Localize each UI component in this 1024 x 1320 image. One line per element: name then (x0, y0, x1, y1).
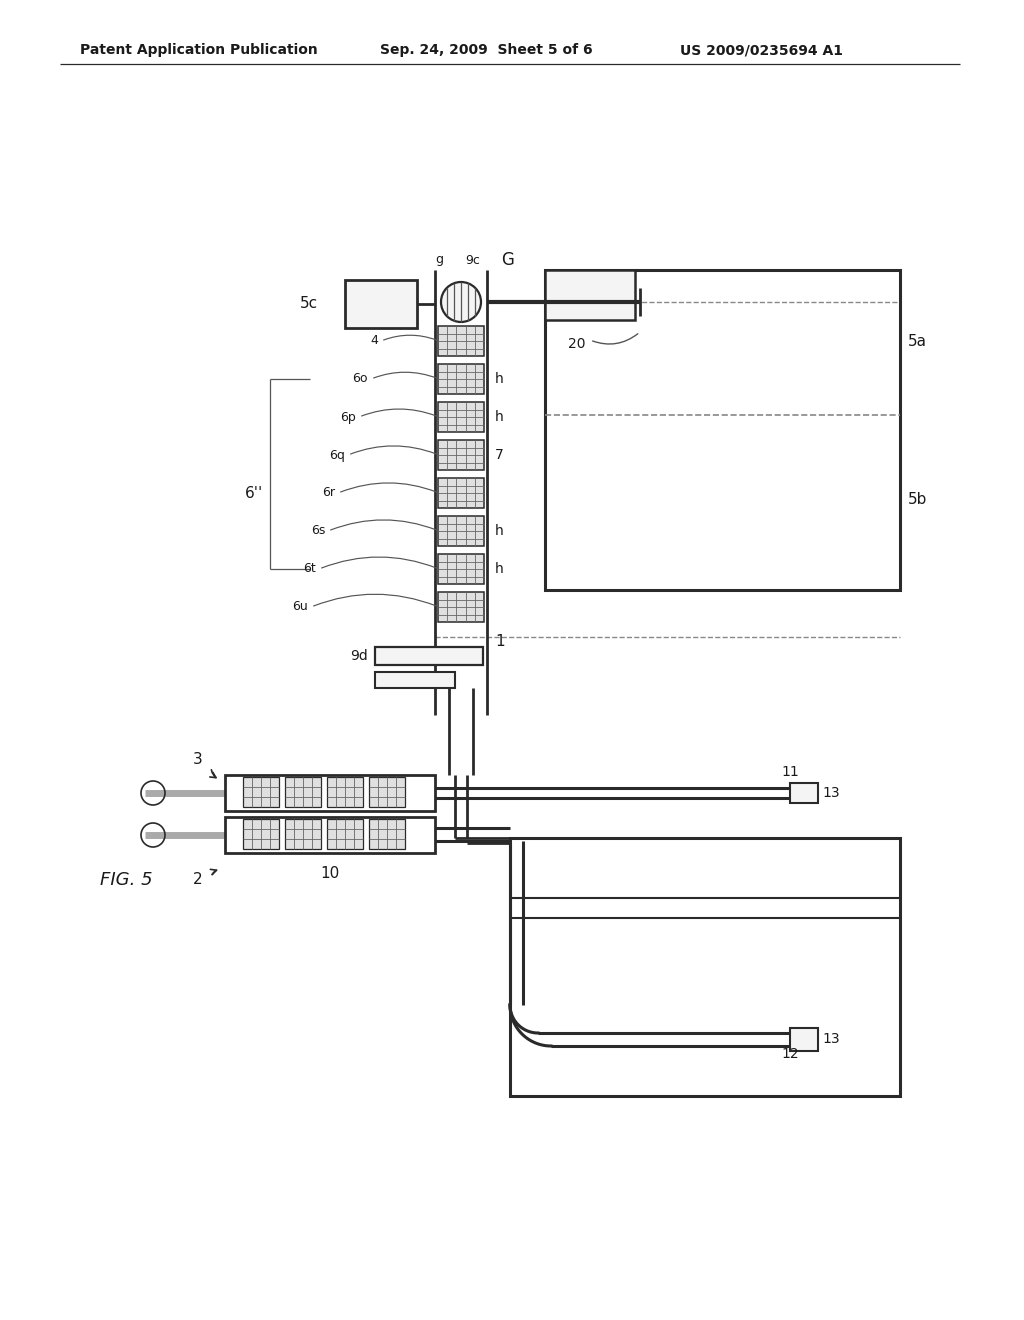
Text: 3: 3 (194, 752, 203, 767)
Text: 10: 10 (321, 866, 340, 880)
Bar (345, 280, 417, 327)
Text: 6o: 6o (352, 372, 368, 385)
Bar (285, 777, 321, 807)
Text: 4: 4 (370, 334, 378, 347)
Circle shape (441, 282, 481, 322)
Text: h: h (495, 524, 504, 539)
Text: 5b: 5b (908, 492, 928, 507)
Text: FIG. 5: FIG. 5 (100, 871, 153, 888)
Bar (438, 403, 484, 432)
Text: h: h (495, 562, 504, 576)
Text: 6t: 6t (303, 562, 316, 576)
Text: 11: 11 (781, 766, 799, 779)
Text: 1: 1 (495, 635, 505, 649)
Bar (369, 818, 406, 849)
Text: 6r: 6r (322, 487, 335, 499)
Text: 9c: 9c (465, 253, 480, 267)
Text: 9d: 9d (350, 649, 368, 663)
Text: US 2009/0235694 A1: US 2009/0235694 A1 (680, 44, 843, 57)
Text: 7: 7 (495, 447, 504, 462)
Bar (225, 775, 435, 810)
Text: Patent Application Publication: Patent Application Publication (80, 44, 317, 57)
Bar (438, 478, 484, 508)
Text: 12: 12 (781, 1047, 799, 1061)
Bar (438, 440, 484, 470)
Text: Sep. 24, 2009  Sheet 5 of 6: Sep. 24, 2009 Sheet 5 of 6 (380, 44, 593, 57)
Bar (510, 838, 900, 1096)
Bar (327, 818, 362, 849)
Text: 2: 2 (194, 871, 203, 887)
Bar (545, 271, 635, 319)
Text: 20: 20 (568, 337, 586, 351)
Text: G: G (501, 251, 514, 269)
Bar (438, 591, 484, 622)
Text: 6'': 6'' (245, 486, 263, 500)
Bar (545, 271, 900, 590)
Bar (225, 817, 435, 853)
Bar (438, 554, 484, 583)
Bar (790, 1028, 818, 1051)
Text: 13: 13 (822, 1032, 840, 1045)
Bar (285, 818, 321, 849)
Text: 6u: 6u (292, 601, 308, 614)
Text: 6p: 6p (340, 411, 356, 424)
Bar (790, 783, 818, 803)
Text: 6q: 6q (329, 449, 345, 462)
Bar (369, 777, 406, 807)
Bar (243, 777, 279, 807)
Bar (375, 672, 455, 688)
Text: h: h (495, 411, 504, 424)
Bar (438, 364, 484, 393)
Bar (375, 647, 483, 665)
Bar (438, 516, 484, 546)
Bar (327, 777, 362, 807)
Text: h: h (495, 372, 504, 385)
Text: 5a: 5a (908, 334, 927, 350)
Text: 6s: 6s (310, 524, 325, 537)
Bar (243, 818, 279, 849)
Text: g: g (435, 253, 443, 267)
Bar (438, 326, 484, 356)
Text: 5c: 5c (300, 297, 318, 312)
Text: 13: 13 (822, 785, 840, 800)
